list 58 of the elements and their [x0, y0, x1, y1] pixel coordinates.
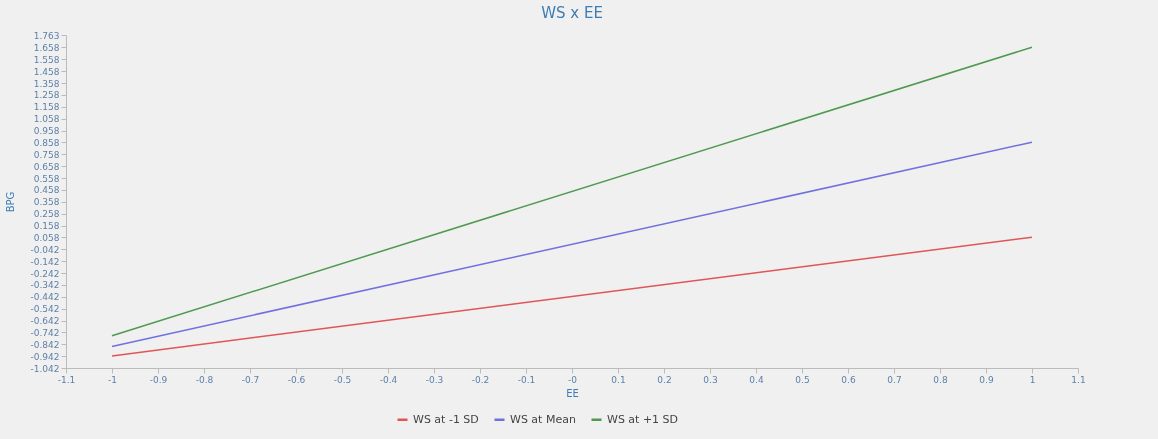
x-tick-label: -0.9 [149, 374, 168, 385]
y-axis-title: BPG [5, 191, 17, 213]
y-tick-label: 0.958 [33, 126, 60, 137]
y-tick-label: 0.458 [33, 185, 60, 196]
x-tick-label: 1.1 [1071, 374, 1086, 385]
x-tick-label: 0.9 [979, 374, 994, 385]
y-tick-label: 0.158 [33, 221, 60, 232]
x-axis-title: EE [566, 387, 579, 399]
y-tick-label: 0.658 [33, 161, 60, 172]
y-tick-label: -1.042 [30, 363, 60, 374]
x-tick-label: -0.8 [195, 374, 214, 385]
y-tick-label: -0.142 [30, 256, 60, 267]
y-tick-label: -0.442 [30, 292, 60, 303]
y-tick-label: 1.558 [33, 54, 60, 65]
y-tick-label: -0.742 [30, 327, 60, 338]
y-tick-label: 1.658 [33, 42, 60, 53]
x-tick-label: 0.3 [703, 374, 718, 385]
y-tick-label: 0.058 [33, 232, 60, 243]
y-tick-label: 1.158 [33, 102, 60, 113]
y-tick-label: 1.258 [33, 90, 60, 101]
y-tick-label: 0.758 [33, 149, 60, 160]
y-tick-label: -0.342 [30, 280, 60, 291]
x-tick-label: -0.1 [517, 374, 536, 385]
x-tick-label: 0.6 [841, 374, 856, 385]
x-tick-label: -0.5 [333, 374, 352, 385]
y-tick-label: 0.258 [33, 209, 60, 220]
y-tick-label: 0.358 [33, 197, 60, 208]
x-tick-label: -0.6 [287, 374, 306, 385]
x-tick-label: -1 [108, 374, 117, 385]
y-tick-label: -0.042 [30, 244, 60, 255]
x-tick-label: 0.5 [795, 374, 810, 385]
chart-title: WS x EE [541, 4, 603, 22]
y-tick-label: 0.558 [33, 173, 60, 184]
y-tick-label: 1.358 [33, 78, 60, 89]
legend-label: WS at Mean [510, 412, 576, 426]
y-tick-label: 1.058 [33, 114, 60, 125]
x-tick-label: 0.8 [933, 374, 948, 385]
y-tick-label: -0.842 [30, 339, 60, 350]
y-tick-label: 1.458 [33, 66, 60, 77]
legend-label: WS at -1 SD [413, 412, 479, 426]
y-tick-label: 0.858 [33, 137, 60, 148]
x-tick-label: 0.4 [749, 374, 764, 385]
x-tick-label: -1.1 [57, 374, 76, 385]
x-tick-label: 0.2 [657, 374, 672, 385]
y-tick-label: -0.242 [30, 268, 60, 279]
legend-label: WS at +1 SD [607, 412, 679, 426]
y-tick-label: -0.542 [30, 304, 60, 315]
y-tick-label: -0.942 [30, 351, 60, 362]
x-tick-label: 0.1 [611, 374, 626, 385]
x-tick-label: -0 [568, 374, 578, 385]
x-tick-label: -0.4 [379, 374, 398, 385]
x-tick-label: 0.7 [887, 374, 902, 385]
x-tick-label: -0.7 [241, 374, 260, 385]
x-tick-label: -0.2 [471, 374, 490, 385]
y-tick-label: 1.763 [33, 30, 60, 41]
y-tick-label: -0.642 [30, 316, 60, 327]
x-tick-label: 1 [1029, 374, 1036, 385]
x-tick-label: -0.3 [425, 374, 444, 385]
